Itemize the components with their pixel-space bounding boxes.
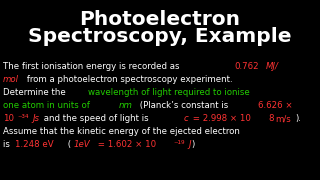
Text: nm: nm <box>119 101 132 110</box>
Text: ).: ). <box>296 114 301 123</box>
Text: (Planck’s constant is: (Planck’s constant is <box>137 101 230 110</box>
Text: 0.762: 0.762 <box>234 62 259 71</box>
Text: 1.248 eV: 1.248 eV <box>15 140 54 149</box>
Text: 1eV: 1eV <box>73 140 90 149</box>
Text: one atom in units of: one atom in units of <box>3 101 92 110</box>
Text: (: ( <box>65 140 71 149</box>
Text: wavelength of light required to ionise: wavelength of light required to ionise <box>87 88 249 97</box>
Text: 6.626 ×: 6.626 × <box>258 101 292 110</box>
Text: ⁻¹⁹: ⁻¹⁹ <box>173 140 185 149</box>
Text: Spectroscopy, Example: Spectroscopy, Example <box>28 27 292 46</box>
Text: Photoelectron: Photoelectron <box>79 10 241 29</box>
Text: MJ/: MJ/ <box>266 62 279 71</box>
Text: ): ) <box>192 140 195 149</box>
Text: c: c <box>183 114 188 123</box>
Text: The first ionisation energy is recorded as: The first ionisation energy is recorded … <box>3 62 182 71</box>
Text: 8: 8 <box>268 114 274 123</box>
Text: and the speed of light is: and the speed of light is <box>41 114 151 123</box>
Text: ⁻³⁴: ⁻³⁴ <box>17 114 29 123</box>
Text: m/s: m/s <box>275 114 291 123</box>
Text: 10: 10 <box>3 114 14 123</box>
Text: = 1.602 × 10: = 1.602 × 10 <box>95 140 156 149</box>
Text: Determine the: Determine the <box>3 88 68 97</box>
Text: Js: Js <box>32 114 39 123</box>
Text: mol: mol <box>3 75 19 84</box>
Text: Assume that the kinetic energy of the ejected electron: Assume that the kinetic energy of the ej… <box>3 127 240 136</box>
Text: J: J <box>188 140 191 149</box>
Text: from a photoelectron spectroscopy experiment.: from a photoelectron spectroscopy experi… <box>24 75 232 84</box>
Text: is: is <box>3 140 12 149</box>
Text: = 2.998 × 10: = 2.998 × 10 <box>190 114 251 123</box>
